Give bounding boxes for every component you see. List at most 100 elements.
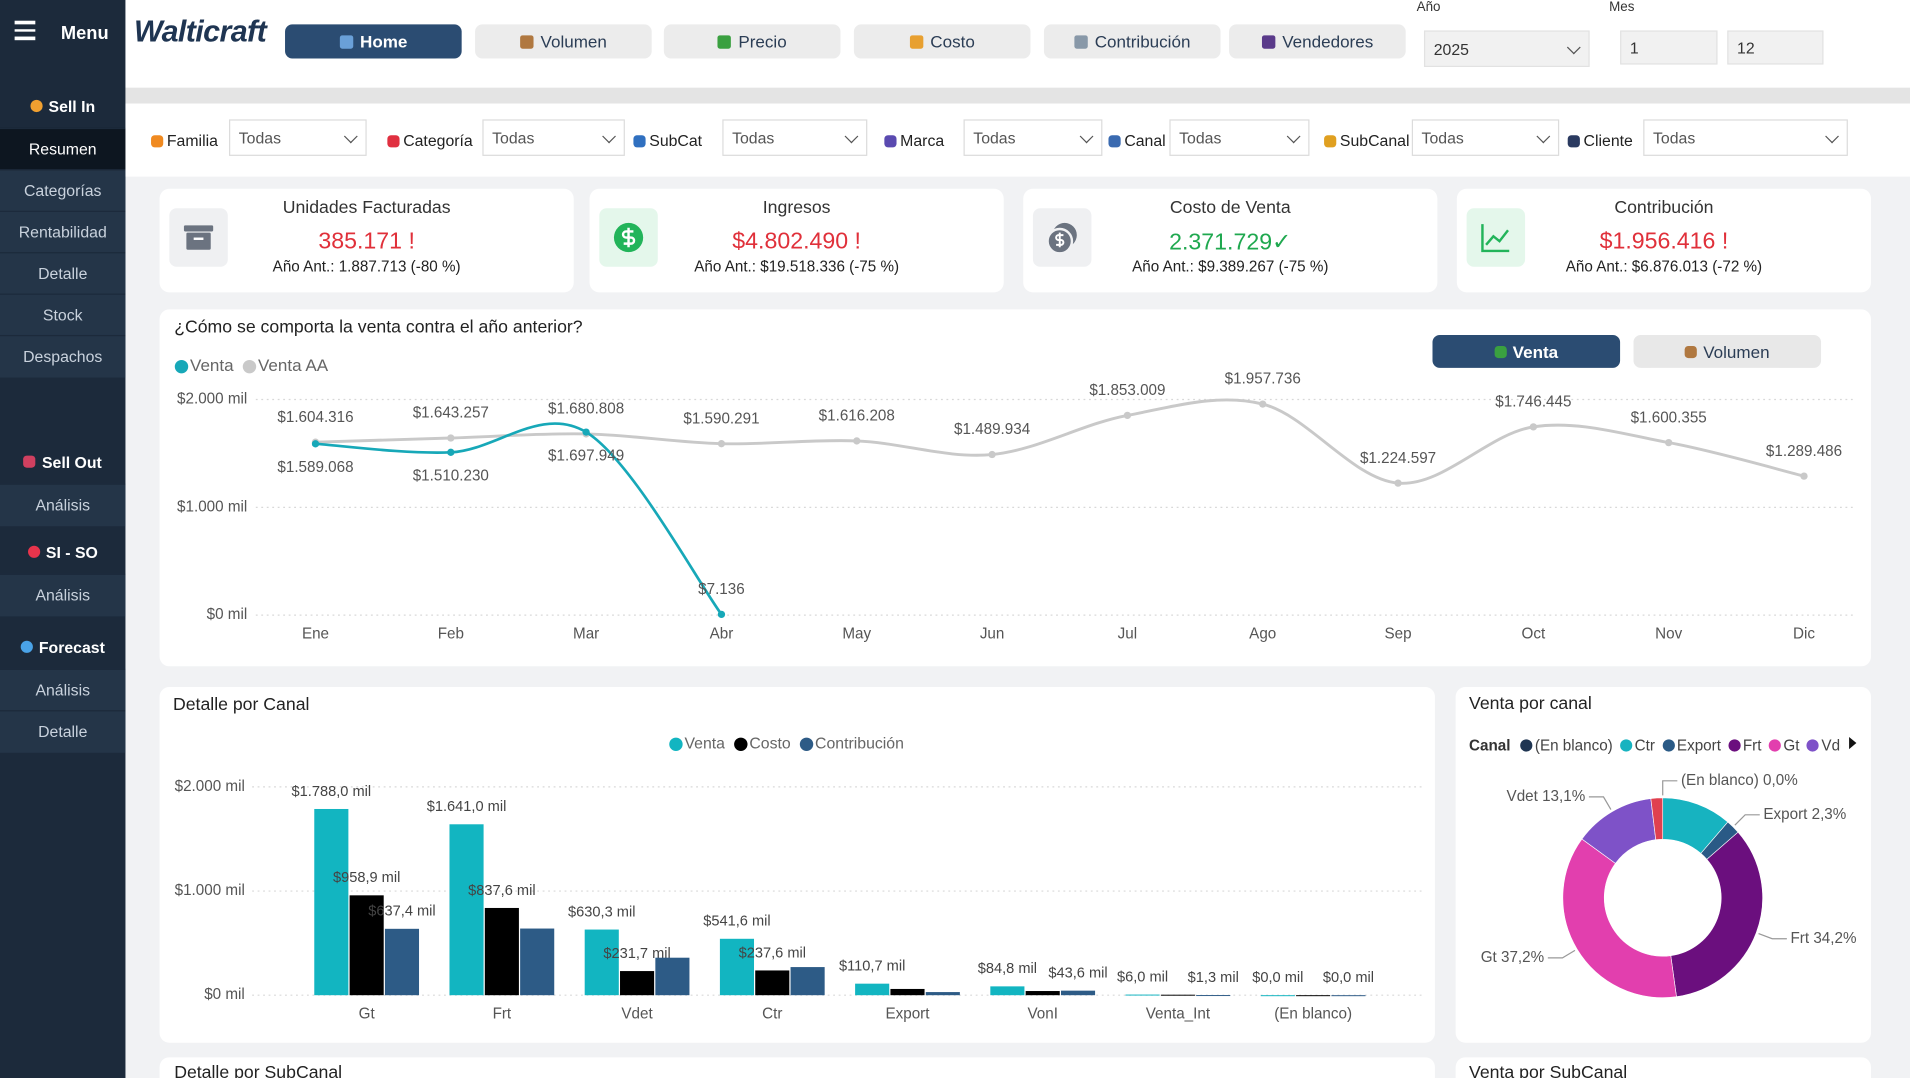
kpi-previous: Año Ant.: 1.887.713 (-80 %) (272, 258, 461, 276)
data-label: $237,6 mil (739, 945, 806, 961)
legend-next[interactable] (1849, 736, 1857, 750)
data-label: $541,6 mil (703, 914, 770, 930)
slice (1562, 838, 1677, 998)
point (447, 434, 455, 442)
filter-select[interactable]: Todas (229, 119, 367, 156)
data-label: $1.680.808 (548, 401, 624, 418)
legend-item[interactable]: (En blanco) (1520, 737, 1613, 754)
data-label: $1.589.068 (277, 459, 353, 476)
menu-icon[interactable] (14, 20, 36, 43)
nav-tab[interactable]: Costo (853, 24, 1031, 59)
menu-item[interactable]: Detalle (0, 710, 126, 753)
legend-item[interactable]: Export (1662, 737, 1721, 754)
month-from[interactable]: 1 (1620, 30, 1718, 65)
legend-item[interactable]: Gt (1768, 737, 1799, 754)
x-tick-label: Mar (573, 626, 599, 643)
legend-item[interactable]: Ctr (1620, 737, 1655, 754)
x-tick-label: Venta_Int (1146, 1006, 1211, 1023)
bar (1060, 990, 1096, 996)
filter-text: Marca (900, 131, 945, 150)
data-label: $958,9 mil (333, 870, 400, 886)
section-icon (23, 455, 36, 468)
menu-item[interactable]: Análisis (0, 573, 126, 617)
section-icon (30, 99, 43, 113)
nav-tab[interactable]: Contribución (1043, 24, 1221, 59)
filter-select[interactable]: Todas (1411, 119, 1560, 156)
toggle-button[interactable]: Venta (1432, 334, 1621, 368)
data-label: $1.616.208 (819, 408, 895, 425)
filter-select[interactable]: Todas (1169, 119, 1310, 156)
data-label: Gt 37,2% (1481, 949, 1544, 966)
filter-icon (884, 134, 897, 147)
point (582, 428, 590, 436)
data-label: $84,8 mil (978, 961, 1037, 977)
filter-text: Canal (1124, 131, 1166, 150)
menu-item[interactable]: Detalle (0, 252, 126, 295)
x-tick-label: Dic (1793, 626, 1815, 643)
x-tick-label: Jun (980, 626, 1005, 643)
line (315, 422, 723, 616)
bar (449, 824, 484, 996)
section-header[interactable]: Sell In (0, 85, 125, 126)
menu-item[interactable]: Rentabilidad (0, 210, 126, 254)
menu-item[interactable]: Resumen (0, 127, 126, 171)
kpi-title: Costo de Venta (1169, 198, 1291, 219)
menu-item[interactable]: Análisis (0, 668, 126, 712)
section-header[interactable]: Sell Out (0, 441, 125, 482)
menu-item[interactable]: Categorías (0, 169, 126, 212)
nav-tab[interactable]: Volumen (475, 24, 652, 59)
kpi-card: Ingresos $4.802.490 ! Año Ant.: $19.518.33… (589, 188, 1004, 293)
filter-text: SubCat (649, 131, 703, 150)
legend-marker (1806, 739, 1819, 752)
section-label: Sell Out (41, 452, 102, 471)
button-label: Volumen (1703, 341, 1770, 362)
menu-item[interactable]: Análisis (0, 483, 126, 527)
bar (655, 957, 690, 996)
filter-select[interactable]: Todas (963, 119, 1103, 156)
filter-value: Todas (492, 129, 535, 148)
nav-tab[interactable]: Precio (663, 24, 841, 59)
legend-title: Canal (1469, 736, 1511, 755)
bar (990, 986, 1025, 996)
x-tick-label: Ctr (762, 1006, 782, 1023)
section-header[interactable]: Forecast (0, 626, 125, 667)
point (1665, 438, 1673, 447)
menu-item[interactable]: Despachos (0, 334, 126, 378)
point (1800, 472, 1808, 480)
toggle-button[interactable]: Volumen (1633, 334, 1822, 368)
section-label: SI - SO (45, 542, 98, 561)
subcanal-card: Detalle por SubCanal (159, 1057, 1435, 1078)
kpi-value: $1.956.416 ! (1599, 229, 1729, 255)
bar (1331, 995, 1366, 997)
section-header[interactable]: SI - SO (0, 531, 125, 572)
kpi-icon (169, 208, 228, 267)
legend-label: Export (1676, 736, 1721, 755)
point (1123, 411, 1132, 420)
y-tick-label: $2.000 mil (177, 391, 247, 408)
filter-select[interactable]: Todas (722, 119, 868, 156)
legend-item[interactable]: Vdet (1806, 737, 1841, 754)
section-title: Venta por SubCanal (1469, 1063, 1628, 1078)
filter-text: Familia (166, 131, 218, 150)
month-to[interactable]: 12 (1727, 30, 1824, 65)
bar (925, 992, 960, 996)
legend-marker (1662, 739, 1675, 752)
line (315, 398, 1805, 485)
legend-item[interactable]: Frt (1728, 737, 1761, 754)
section-label: Forecast (38, 637, 105, 656)
bar (620, 971, 655, 996)
legend-marker (1620, 739, 1633, 752)
section-icon (27, 545, 40, 558)
filter-label: Marca (884, 132, 944, 150)
filter-select[interactable]: Todas (1643, 119, 1848, 156)
filter-text: Categoría (403, 131, 473, 150)
x-tick-label: Export (885, 1006, 930, 1023)
nav-tab[interactable]: Home (285, 24, 462, 59)
nav-tab[interactable]: Vendedores (1229, 24, 1406, 59)
kpi-card: Unidades Facturadas 385.171 ! Año Ant.: 1.… (159, 188, 574, 293)
menu-item[interactable]: Stock (0, 293, 126, 337)
filter-select[interactable]: Todas (482, 119, 625, 156)
point (853, 437, 861, 445)
year-select[interactable]: 2025 (1423, 30, 1590, 67)
